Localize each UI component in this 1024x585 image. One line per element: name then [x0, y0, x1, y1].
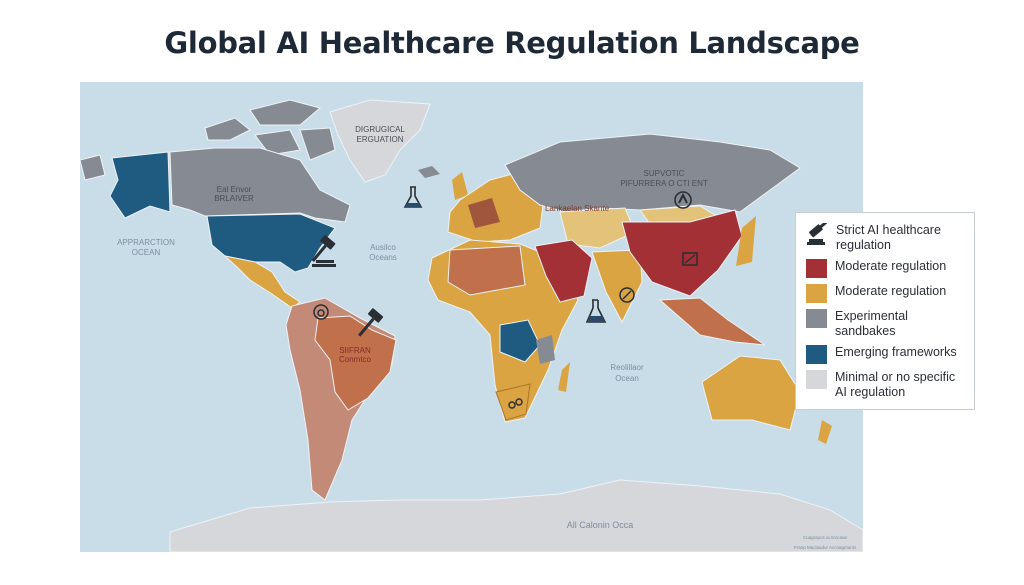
regulation-badge-icon	[619, 287, 635, 303]
label-canada: Eal Envor	[217, 185, 252, 194]
region-madagascar	[558, 362, 570, 392]
region-tanzania	[536, 335, 555, 364]
map-credit: Pranp Maclaadur Accnagmants	[794, 545, 857, 550]
region-uk	[452, 172, 468, 200]
region-southeast-asia	[658, 297, 766, 346]
legend-swatch	[806, 370, 827, 389]
document-icon	[682, 252, 698, 266]
region-iceland	[418, 166, 440, 178]
label-indian-ocean: Ocean	[615, 374, 639, 383]
page-title: Global AI Healthcare Regulation Landscap…	[164, 26, 860, 60]
region-usa	[206, 213, 336, 273]
flask-icon	[585, 299, 607, 323]
region-canada	[169, 147, 351, 223]
legend-swatch	[806, 309, 827, 328]
stethoscope-icon	[508, 398, 523, 409]
region-australia	[701, 355, 801, 431]
region-new-zealand	[818, 420, 832, 444]
gavel-icon	[807, 223, 828, 245]
region-france-germany	[468, 198, 500, 228]
legend-label: Minimal or no specific AI regulation	[835, 370, 956, 399]
label-canada: BRLAIVER	[214, 194, 254, 203]
label-brazil: Conmtco	[339, 355, 372, 364]
legend-label: Moderate regulation	[835, 259, 947, 273]
label-greenland: DIGRUGICAL	[355, 125, 405, 134]
legend-swatch	[806, 284, 827, 303]
region-north-africa	[447, 245, 526, 296]
legend-label: Moderate regulation	[835, 284, 947, 298]
region-dr-congo	[499, 319, 541, 363]
region-russia	[504, 133, 801, 213]
label-greenland: ERGUATION	[357, 135, 404, 144]
legend-item-sandbox: Experimental sandbakes	[806, 309, 966, 339]
label-russia: SUPVOTIC	[644, 169, 685, 178]
gavel-icon	[311, 235, 336, 267]
label-atlantic-ocean: Oceans	[369, 253, 397, 262]
region-antarctica	[169, 479, 863, 552]
region-korea-japan	[736, 216, 756, 266]
region-central-asia	[559, 207, 636, 249]
label-russia: PIFURRERA O CTI ENT	[620, 179, 708, 188]
flask-icon	[403, 186, 423, 208]
label-brazil: SIIFRAN	[339, 346, 371, 355]
label-pacific-ocean: OCEAN	[132, 248, 161, 257]
region-brazil	[314, 315, 397, 411]
legend-item-emerging: Emerging frameworks	[806, 345, 966, 364]
legend-item-strict: Strict AI healthcare regulation	[806, 223, 966, 253]
legend-label: Strict AI healthcare regulation	[836, 223, 941, 252]
label-pacific-ocean: APPRARCTION	[117, 238, 175, 247]
legend-item-moderate-red: Moderate regulation	[806, 259, 966, 278]
label-atlantic-ocean: Ausilco	[370, 243, 396, 252]
legend-label: Experimental sandbakes	[835, 309, 908, 338]
region-china	[621, 209, 743, 297]
region-alaska	[109, 151, 171, 219]
legend-item-minimal: Minimal or no specific AI regulation	[806, 370, 966, 400]
world-map: DIGRUGICAL ERGUATION Eal Envor BRLAIVER …	[80, 82, 863, 552]
legend-label: Emerging frameworks	[835, 345, 957, 359]
regulation-badge-icon	[313, 304, 329, 320]
legend: Strict AI healthcare regulation Moderate…	[795, 212, 975, 410]
gavel-icon	[358, 308, 384, 337]
label-antarctic-ocean: All Calonin Occa	[567, 520, 634, 530]
map-credit: Cuagrapos ai nrocaae	[803, 535, 848, 540]
label-central-asia: Lankaelan Skante	[545, 204, 610, 213]
legend-swatch	[806, 345, 827, 364]
legend-swatch	[806, 259, 827, 278]
arctic-islands	[80, 99, 336, 181]
region-middle-east	[534, 239, 593, 303]
label-indian-ocean: Reolillaor	[610, 363, 644, 372]
legend-item-moderate-yellow: Moderate regulation	[806, 284, 966, 303]
region-greenland	[329, 99, 431, 183]
regulation-badge-icon	[674, 191, 692, 209]
